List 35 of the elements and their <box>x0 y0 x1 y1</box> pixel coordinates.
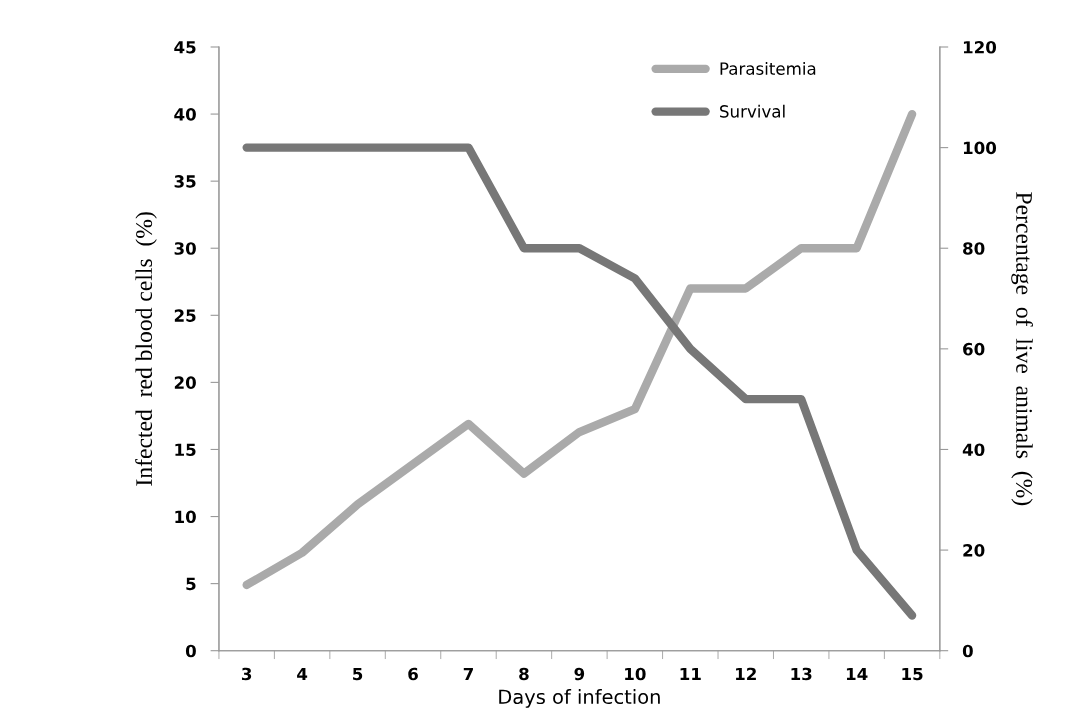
x-tick-label: 4 <box>297 667 308 681</box>
y-tick-label: 40 <box>174 108 196 121</box>
x-tick-label: 11 <box>680 667 701 681</box>
x-tick-label: 13 <box>791 667 812 681</box>
y2-tick-label: 20 <box>963 544 985 557</box>
y-tick-label: 45 <box>174 41 196 54</box>
y-axis-title: Infected red blood cells (%) <box>135 212 157 486</box>
x-tick-label: 8 <box>519 667 529 681</box>
y2-tick-label: 60 <box>963 342 985 356</box>
x-tick-label: 7 <box>463 667 473 681</box>
legend-label: Survival <box>720 104 785 118</box>
x-tick-label: 15 <box>902 667 923 681</box>
y-tick-label: 5 <box>186 577 196 591</box>
y2-tick-label: 0 <box>962 644 973 658</box>
y-tick-label: 20 <box>174 376 196 389</box>
y2-tick-label: 80 <box>963 242 985 255</box>
x-tick-label: 12 <box>736 667 756 681</box>
y2-tick-label: 40 <box>962 443 985 457</box>
y2-tick-label: 120 <box>963 40 997 54</box>
y-tick-label: 15 <box>175 443 196 457</box>
x-tick-label: 6 <box>408 667 418 681</box>
x-axis-title: Days of infection <box>499 689 660 708</box>
x-tick-label: 3 <box>241 667 252 681</box>
y-tick-label: 10 <box>175 510 196 524</box>
y-tick-label: 35 <box>174 175 196 188</box>
legend-label: Parasitemia <box>720 62 816 75</box>
y2-axis-title: Percentage of live animals (%) <box>1011 192 1033 506</box>
y-tick-label: 0 <box>185 644 196 658</box>
y-tick-label: 30 <box>174 242 196 255</box>
y2-tick-label: 100 <box>963 141 997 155</box>
x-tick-label: 14 <box>846 667 868 681</box>
x-tick-label: 5 <box>353 667 363 681</box>
y-tick-label: 25 <box>174 309 196 322</box>
x-tick-label: 9 <box>574 667 585 681</box>
x-tick-label: 10 <box>625 667 646 681</box>
